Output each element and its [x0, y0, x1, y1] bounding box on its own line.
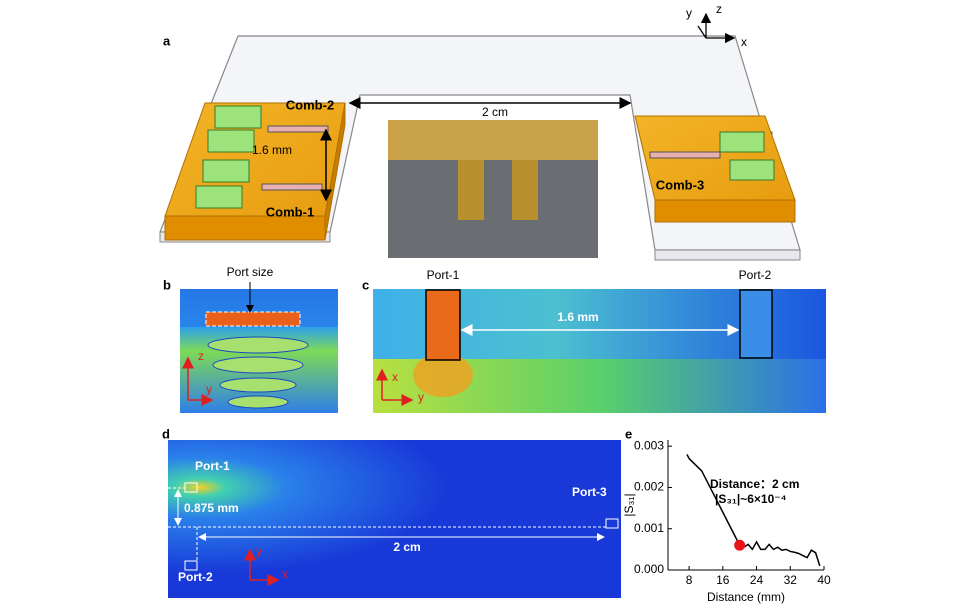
port — [739, 289, 773, 359]
chart: 0.000 0.001 0.002 0.003 8 16 24 32 40 Distance (m… — [622, 438, 831, 604]
y-axis-label: |S₃₁| — [622, 493, 636, 516]
axis-label: x — [741, 35, 747, 49]
comb-block — [164, 215, 326, 241]
port-size-label: Port size — [227, 265, 274, 279]
annotation: Distance：2 cm — [710, 477, 799, 491]
port — [425, 289, 461, 361]
axis-label: y — [418, 390, 424, 404]
port — [205, 311, 301, 327]
spacing-label: 1.6 mm — [252, 143, 292, 157]
port-label: Port-1 — [427, 268, 460, 282]
y-tick-label: 0.003 — [634, 438, 664, 452]
axis-label: x — [392, 370, 398, 384]
axis-label: y — [206, 382, 212, 396]
hotspot — [413, 353, 473, 397]
x-axis-label: Distance (mm) — [707, 590, 785, 604]
axis-label: z — [198, 349, 204, 363]
highlight-point — [734, 539, 746, 551]
x-tick-label: 8 — [686, 573, 693, 587]
port-label: Port-3 — [572, 485, 607, 499]
substrate-edge — [654, 249, 801, 261]
photo-part — [512, 160, 538, 220]
port-label: Port-1 — [195, 459, 230, 473]
comb-block — [654, 199, 796, 223]
panel-label: d — [162, 426, 170, 441]
distance-label: 2 cm — [393, 540, 420, 554]
axis-label: z — [716, 2, 722, 16]
comb-label: Comb-3 — [656, 177, 704, 192]
x-tick-label: 24 — [750, 573, 764, 587]
distance-label: 2 cm — [482, 105, 508, 119]
spacing-label: 1.6 mm — [557, 310, 598, 324]
comb-label: Comb-1 — [266, 204, 314, 219]
field-map — [168, 440, 621, 598]
port-label: Port-2 — [178, 570, 213, 584]
annotation: |S₃₁|~6×10⁻⁴ — [715, 492, 787, 506]
comb-label: Comb-2 — [286, 97, 334, 112]
y-tick-label: 0.002 — [634, 480, 664, 494]
panel-label: b — [163, 277, 171, 292]
axes-icon — [697, 12, 736, 44]
photo-part — [458, 160, 484, 220]
x-tick-label: 16 — [716, 573, 730, 587]
panel-label: c — [362, 277, 369, 292]
port — [184, 560, 198, 571]
field-lobes — [207, 336, 309, 409]
y-tick-label: 0.000 — [634, 562, 664, 576]
comb-bar — [649, 151, 721, 159]
panel-label: e — [625, 426, 632, 441]
y-tick-label: 0.001 — [634, 521, 664, 535]
port — [605, 518, 619, 529]
axis-label: y — [256, 544, 262, 558]
line — [686, 454, 821, 567]
photo-disc — [388, 120, 598, 160]
panel-label: a — [163, 33, 171, 48]
x-tick-label: 32 — [784, 573, 798, 587]
port-label: Port-2 — [739, 268, 772, 282]
axis-label: x — [282, 567, 288, 581]
x-tick-label: 40 — [817, 573, 831, 587]
pads — [719, 131, 775, 181]
offset-label: 0.875 mm — [184, 501, 239, 515]
axis-label: y — [686, 6, 692, 20]
comb-block — [324, 102, 346, 241]
